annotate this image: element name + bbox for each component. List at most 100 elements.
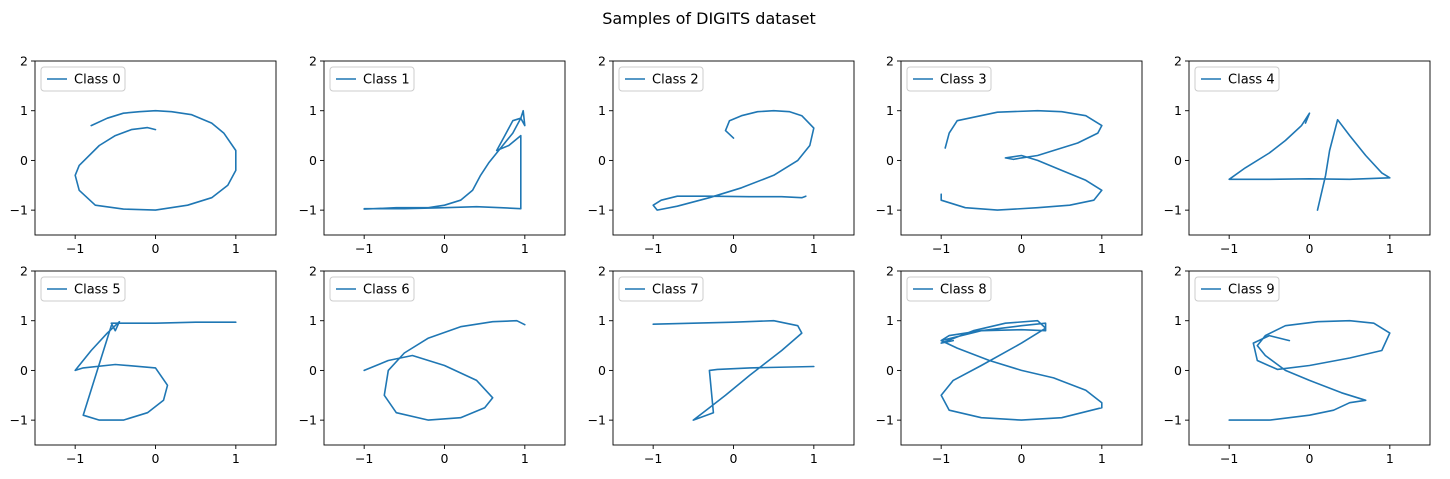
legend-label: Class 4	[1228, 73, 1275, 88]
legend: Class 6	[329, 276, 415, 302]
legend-label: Class 5	[74, 283, 121, 298]
x-tick-label: −1	[932, 451, 950, 466]
series-line	[652, 109, 815, 211]
x-tick-label: −1	[644, 451, 662, 466]
y-tick-label: 2	[598, 54, 606, 69]
series-line	[940, 109, 1103, 211]
legend-label: Class 8	[940, 283, 987, 298]
y-tick-label: 0	[1174, 363, 1182, 378]
x-tick-label: 0	[152, 451, 160, 466]
series-line	[74, 320, 237, 421]
x-tick-label: 1	[521, 241, 529, 256]
y-tick-label: 2	[309, 264, 317, 279]
y-tick-label: 1	[886, 103, 894, 118]
y-tick-label: 0	[20, 153, 28, 168]
y-tick-label: 0	[309, 153, 317, 168]
series-line	[940, 319, 1103, 421]
y-tick-label: −1	[588, 413, 606, 428]
y-tick-label: 1	[20, 103, 28, 118]
series-line	[1228, 319, 1391, 421]
y-tick-label: −1	[299, 203, 317, 218]
legend-label: Class 7	[652, 283, 699, 298]
legend: Class 7	[618, 276, 704, 302]
legend-label: Class 0	[74, 73, 121, 88]
y-tick-label: 2	[1174, 54, 1182, 69]
subplot-class-7: −1 0 1 −1 0 1 2 Class 7	[588, 264, 855, 466]
subplot-class-4: −1 0 1 −1 0 1 2 Class 4	[1164, 54, 1431, 256]
subplot-class-1: −1 0 1 −1 0 1 2 Class 1	[299, 54, 566, 256]
subplot-class-8: −1 0 1 −1 0 1 2 Class 8	[876, 264, 1143, 466]
x-tick-label: 1	[1386, 241, 1394, 256]
legend-box	[1194, 276, 1280, 302]
y-tick-label: −1	[588, 203, 606, 218]
x-tick-label: −1	[1220, 451, 1238, 466]
x-tick-label: −1	[355, 241, 373, 256]
series-line	[74, 109, 237, 211]
y-tick-label: 1	[598, 313, 606, 328]
y-tick-label: 1	[598, 103, 606, 118]
legend-box	[329, 66, 415, 92]
y-tick-label: 2	[886, 54, 894, 69]
y-tick-label: 0	[598, 363, 606, 378]
legend-label: Class 6	[363, 283, 410, 298]
y-tick-label: 2	[20, 54, 28, 69]
subplot-class-0: −1 0 1 −1 0 1 2 Class 0	[10, 54, 277, 256]
y-tick-label: −1	[876, 413, 894, 428]
legend-label: Class 3	[940, 73, 987, 88]
y-tick-label: −1	[10, 413, 28, 428]
x-tick-label: 1	[1098, 451, 1106, 466]
series-line	[652, 319, 815, 421]
subplot-class-9: −1 0 1 −1 0 1 2 Class 9	[1164, 264, 1431, 466]
x-tick-label: −1	[66, 241, 84, 256]
legend-box	[329, 276, 415, 302]
y-tick-label: 1	[20, 313, 28, 328]
figure-title: Samples of DIGITS dataset	[602, 9, 816, 28]
legend-box	[906, 66, 992, 92]
legend-label: Class 1	[363, 73, 410, 88]
x-tick-label: 0	[1018, 451, 1026, 466]
legend: Class 4	[1194, 66, 1280, 92]
subplot-class-3: −1 0 1 −1 0 1 2 Class 3	[876, 54, 1143, 256]
y-tick-label: −1	[876, 203, 894, 218]
x-tick-label: 1	[1098, 241, 1106, 256]
x-tick-label: 1	[521, 451, 529, 466]
y-tick-label: 2	[1174, 264, 1182, 279]
y-tick-label: 1	[1174, 103, 1182, 118]
series-line	[363, 109, 526, 210]
legend-label: Class 9	[1228, 283, 1275, 298]
legend-label: Class 2	[652, 73, 699, 88]
legend: Class 9	[1194, 276, 1280, 302]
y-tick-label: 1	[309, 103, 317, 118]
legend: Class 3	[906, 66, 992, 92]
x-tick-label: −1	[932, 241, 950, 256]
y-tick-label: 0	[886, 363, 894, 378]
y-tick-label: 0	[309, 363, 317, 378]
x-tick-label: −1	[1220, 241, 1238, 256]
series-line	[363, 319, 526, 421]
y-tick-label: 1	[886, 313, 894, 328]
legend-box	[40, 66, 126, 92]
y-tick-label: 0	[886, 153, 894, 168]
x-tick-label: −1	[644, 241, 662, 256]
x-tick-label: 1	[232, 451, 240, 466]
x-tick-label: 0	[1306, 451, 1314, 466]
subplot-class-6: −1 0 1 −1 0 1 2 Class 6	[299, 264, 566, 466]
subplot-class-5: −1 0 1 −1 0 1 2 Class 5	[10, 264, 277, 466]
x-tick-label: 0	[730, 451, 738, 466]
x-tick-label: 0	[441, 241, 449, 256]
y-tick-label: 1	[309, 313, 317, 328]
legend-box	[618, 276, 704, 302]
legend-box	[618, 66, 704, 92]
legend: Class 8	[906, 276, 992, 302]
series-line	[1228, 112, 1391, 211]
legend: Class 2	[618, 66, 704, 92]
x-tick-label: 0	[1018, 241, 1026, 256]
legend-box	[1194, 66, 1280, 92]
subplot-grid: −1 0 1 −1 0 1 2 Class 0 −1 0 1 −1 0 1 2 Class 1 −1 0 1 −1 0 1…	[10, 54, 1431, 466]
y-tick-label: −1	[1164, 203, 1182, 218]
x-tick-label: 1	[810, 241, 818, 256]
y-tick-label: −1	[1164, 413, 1182, 428]
x-tick-label: 0	[1306, 241, 1314, 256]
y-tick-label: −1	[10, 203, 28, 218]
